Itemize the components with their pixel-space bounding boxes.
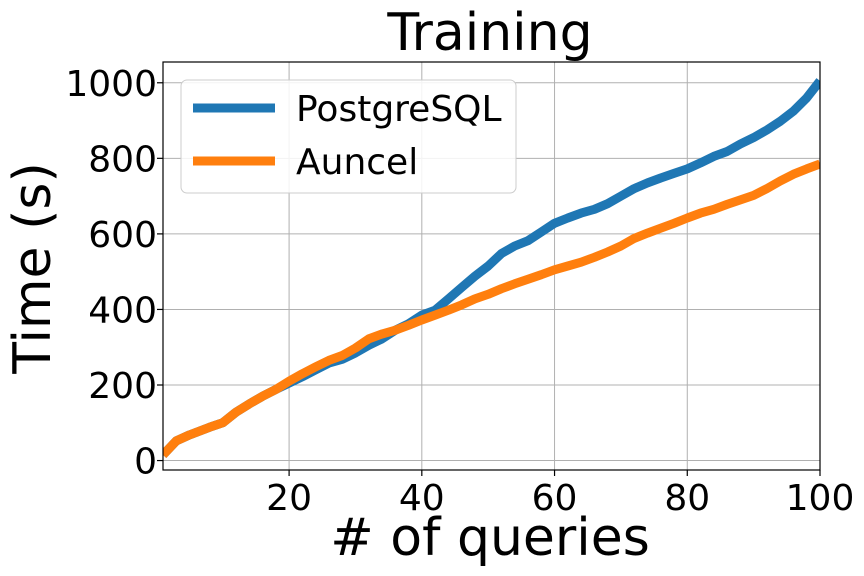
y-tick-label: 400 <box>88 290 157 331</box>
series-line-auncel <box>163 159 820 458</box>
y-tick-label: 0 <box>134 442 157 483</box>
legend: PostgreSQL Auncel <box>180 79 517 194</box>
x-tick-label: 40 <box>399 478 445 519</box>
y-axis-label: Time (s) <box>3 162 63 374</box>
x-tick-label: 80 <box>664 478 710 519</box>
x-tick-label: 60 <box>532 478 578 519</box>
x-axis-label: # of queries <box>330 508 650 568</box>
y-axis-ticks: 0 200 400 600 800 1000 <box>65 64 163 483</box>
chart-title: Training <box>386 3 592 63</box>
x-tick-label: 100 <box>786 478 855 519</box>
series-lines <box>163 78 820 458</box>
legend-label-auncel: Auncel <box>296 142 418 183</box>
x-tick-label: 20 <box>266 478 312 519</box>
legend-label-postgresql: PostgreSQL <box>296 89 502 130</box>
y-tick-label: 800 <box>88 139 157 180</box>
x-axis-ticks: 20 40 60 80 100 <box>266 470 854 519</box>
plot-frame <box>162 61 821 471</box>
y-tick-label: 1000 <box>65 64 157 105</box>
y-tick-label: 600 <box>88 215 157 256</box>
y-tick-label: 200 <box>88 366 157 407</box>
